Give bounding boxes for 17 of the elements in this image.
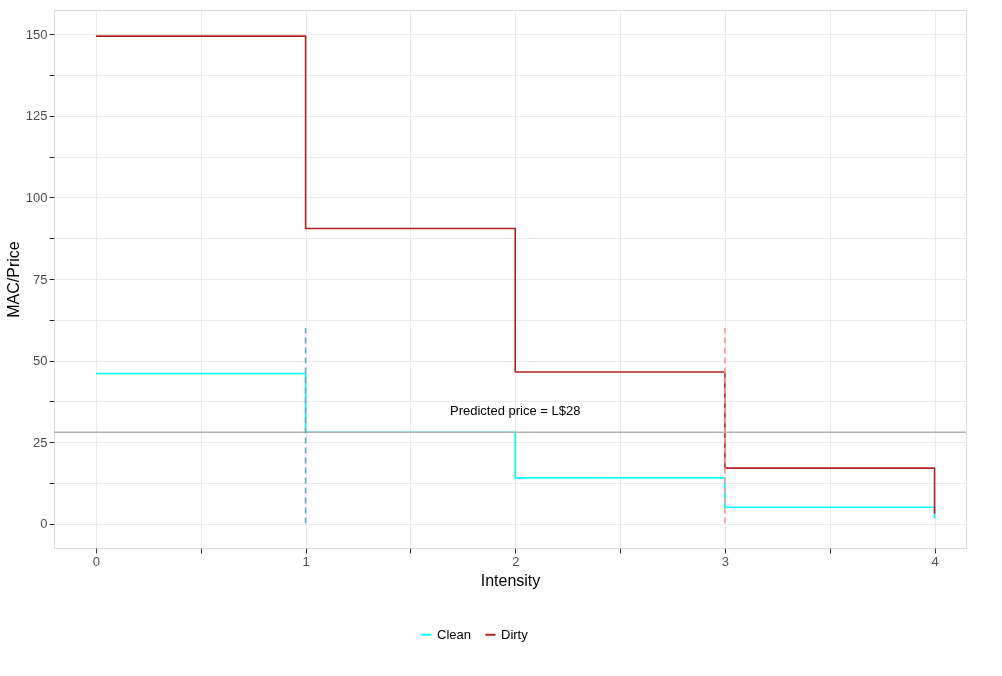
y-tick-label: 25 — [33, 434, 48, 450]
y-tick-label: 75 — [33, 271, 48, 287]
y-tick-label: 100 — [25, 189, 48, 205]
x-axis-title: Intensity — [480, 571, 541, 589]
x-tick-label: 3 — [721, 553, 730, 569]
y-axis-title: MAC/Price — [4, 241, 22, 318]
x-tick-label: 2 — [512, 553, 520, 569]
y-tick-label: 0 — [40, 516, 48, 532]
x-tick-label: 0 — [92, 553, 101, 569]
legend-label: Dirty — [501, 626, 529, 642]
y-tick-label: 50 — [33, 353, 48, 369]
y-tick-label: 125 — [25, 108, 48, 124]
legend-label: Clean — [437, 626, 471, 642]
x-tick-label: 4 — [931, 553, 939, 569]
y-tick-label: 150 — [25, 26, 48, 42]
x-tick-label: 1 — [302, 553, 310, 569]
annotation: Predicted price = L$28 — [450, 403, 581, 419]
